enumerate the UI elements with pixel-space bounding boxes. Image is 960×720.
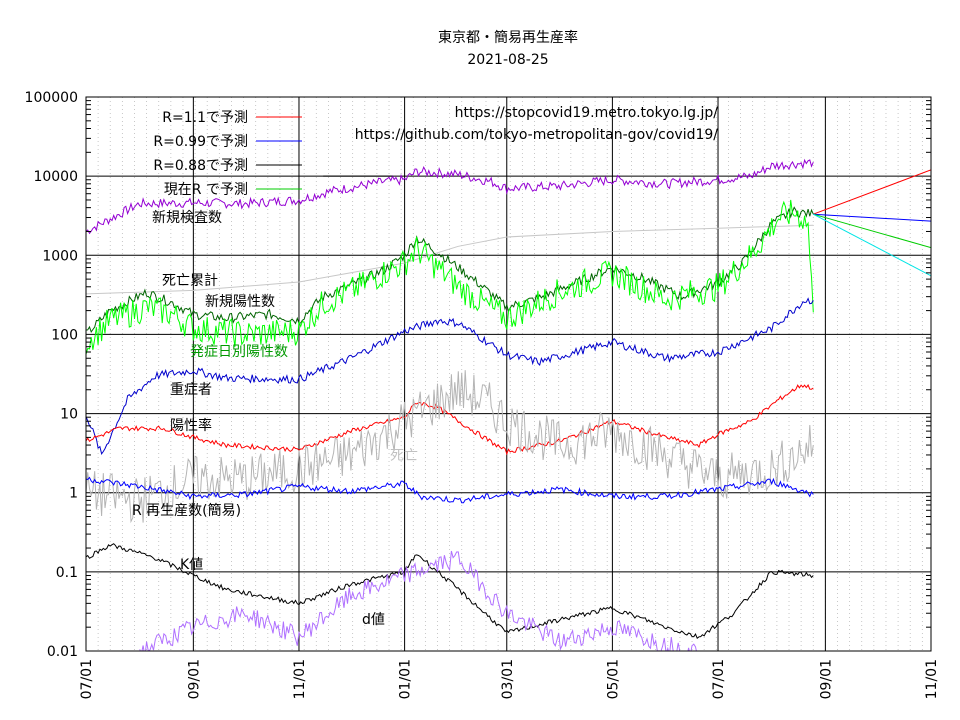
series-line-k [86, 543, 814, 639]
y-tick-label: 10 [60, 407, 78, 423]
series-line-forecast_extra [813, 213, 931, 277]
series-label-onset: 発症日別陽性数 [190, 344, 288, 360]
y-tick-label: 10000 [33, 169, 78, 185]
y-tick-label: 100000 [25, 90, 78, 106]
x-tick-label: 11/01 [924, 659, 940, 699]
series-label-deaths: 死亡 [390, 448, 418, 464]
series-label-r_eff: R 再生産数(簡易) [132, 503, 241, 519]
x-tick-label: 07/01 [711, 659, 727, 699]
series-label-d: d値 [362, 612, 385, 628]
series-line-positivity [86, 383, 814, 456]
series-label-deaths_cum: 死亡累計 [162, 273, 218, 289]
series-line-deaths [86, 370, 814, 524]
series-line-r_1_1 [813, 169, 931, 215]
x-tick-label: 03/01 [500, 659, 516, 699]
y-tick-label: 1000 [42, 248, 78, 264]
x-tick-label: 07/01 [79, 659, 95, 699]
series-line-positives [86, 206, 814, 333]
series-line-onset [86, 199, 814, 355]
grid [86, 97, 931, 651]
series-label-k: K値 [180, 557, 203, 573]
source-url-2: https://github.com/tokyo-metropolitan-go… [355, 127, 719, 143]
x-tick-label: 09/01 [186, 659, 202, 699]
x-tick-label: 05/01 [605, 659, 621, 699]
chart-subtitle: 2021-08-25 [467, 52, 548, 68]
series-label-positives: 新規陽性数 [205, 294, 275, 310]
plot-area [86, 158, 931, 651]
series-line-r_0_99 [813, 213, 931, 222]
chart-title: 東京都・簡易再生産率 [438, 29, 578, 46]
x-axis: 07/01 09/01 11/01 01/01 03/01 05/01 07/01 09/01… [79, 659, 940, 699]
legend-label-current_r: 現在R で予測 [164, 182, 248, 198]
series-line-r_eff [86, 476, 814, 504]
x-tick-label: 01/01 [398, 659, 414, 699]
source-url-1: https://stopcovid19.metro.tokyo.lg.jp/ [455, 105, 719, 121]
series-line-current_r [813, 213, 931, 249]
series-label-severe: 重症者 [170, 382, 212, 398]
y-axis: 100000 10000 1000 100 10 1 0.1 0.01 [25, 90, 931, 660]
series-label-tests: 新規検査数 [152, 210, 222, 226]
y-tick-label: 0.1 [56, 565, 78, 581]
series-label-positivity: 陽性率 [170, 417, 212, 434]
legend-label-r_0_88: R=0.88で予測 [153, 158, 248, 174]
y-tick-label: 1 [69, 486, 78, 502]
x-tick-label: 09/01 [818, 659, 834, 699]
legend-label-r_0_99: R=0.99で予測 [153, 134, 248, 150]
series-line-severe [86, 297, 814, 455]
series-line-d [139, 550, 699, 651]
y-tick-label: 100 [51, 327, 78, 343]
series-line-tests [86, 158, 814, 235]
y-tick-label: 0.01 [47, 644, 78, 660]
plot-frame [85, 96, 932, 652]
x-tick-label: 11/01 [292, 659, 308, 699]
legend-label-r_1_1: R=1.1で予測 [162, 110, 248, 126]
